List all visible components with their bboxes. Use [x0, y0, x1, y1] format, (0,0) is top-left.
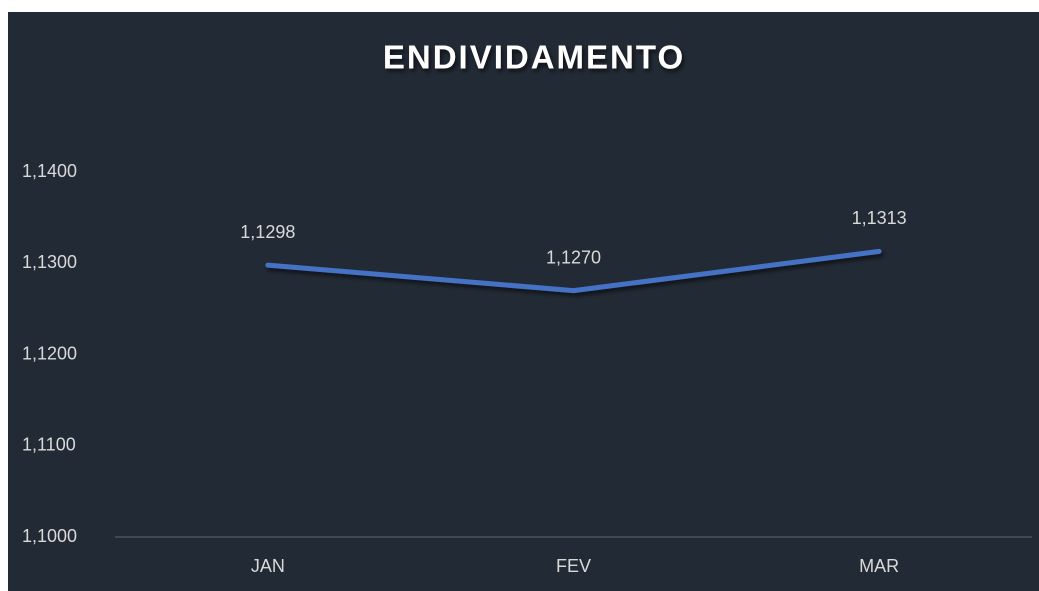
x-tick-label: FEV	[556, 556, 591, 576]
data-label: 1,1313	[852, 208, 907, 228]
chart-title: ENDIVIDAMENTO	[383, 39, 685, 76]
chart-background	[8, 12, 1039, 591]
data-line	[265, 248, 882, 294]
y-tick-label: 1,1400	[22, 161, 77, 181]
x-tick-label: JAN	[251, 556, 285, 576]
y-tick-label: 1,1300	[22, 252, 77, 272]
y-tick-label: 1,1200	[22, 343, 77, 363]
y-tick-label: 1,1000	[22, 526, 77, 546]
data-label: 1,1270	[546, 247, 601, 267]
data-label: 1,1298	[240, 222, 295, 242]
x-tick-label: MAR	[859, 556, 899, 576]
y-tick-label: 1,1100	[22, 435, 76, 455]
